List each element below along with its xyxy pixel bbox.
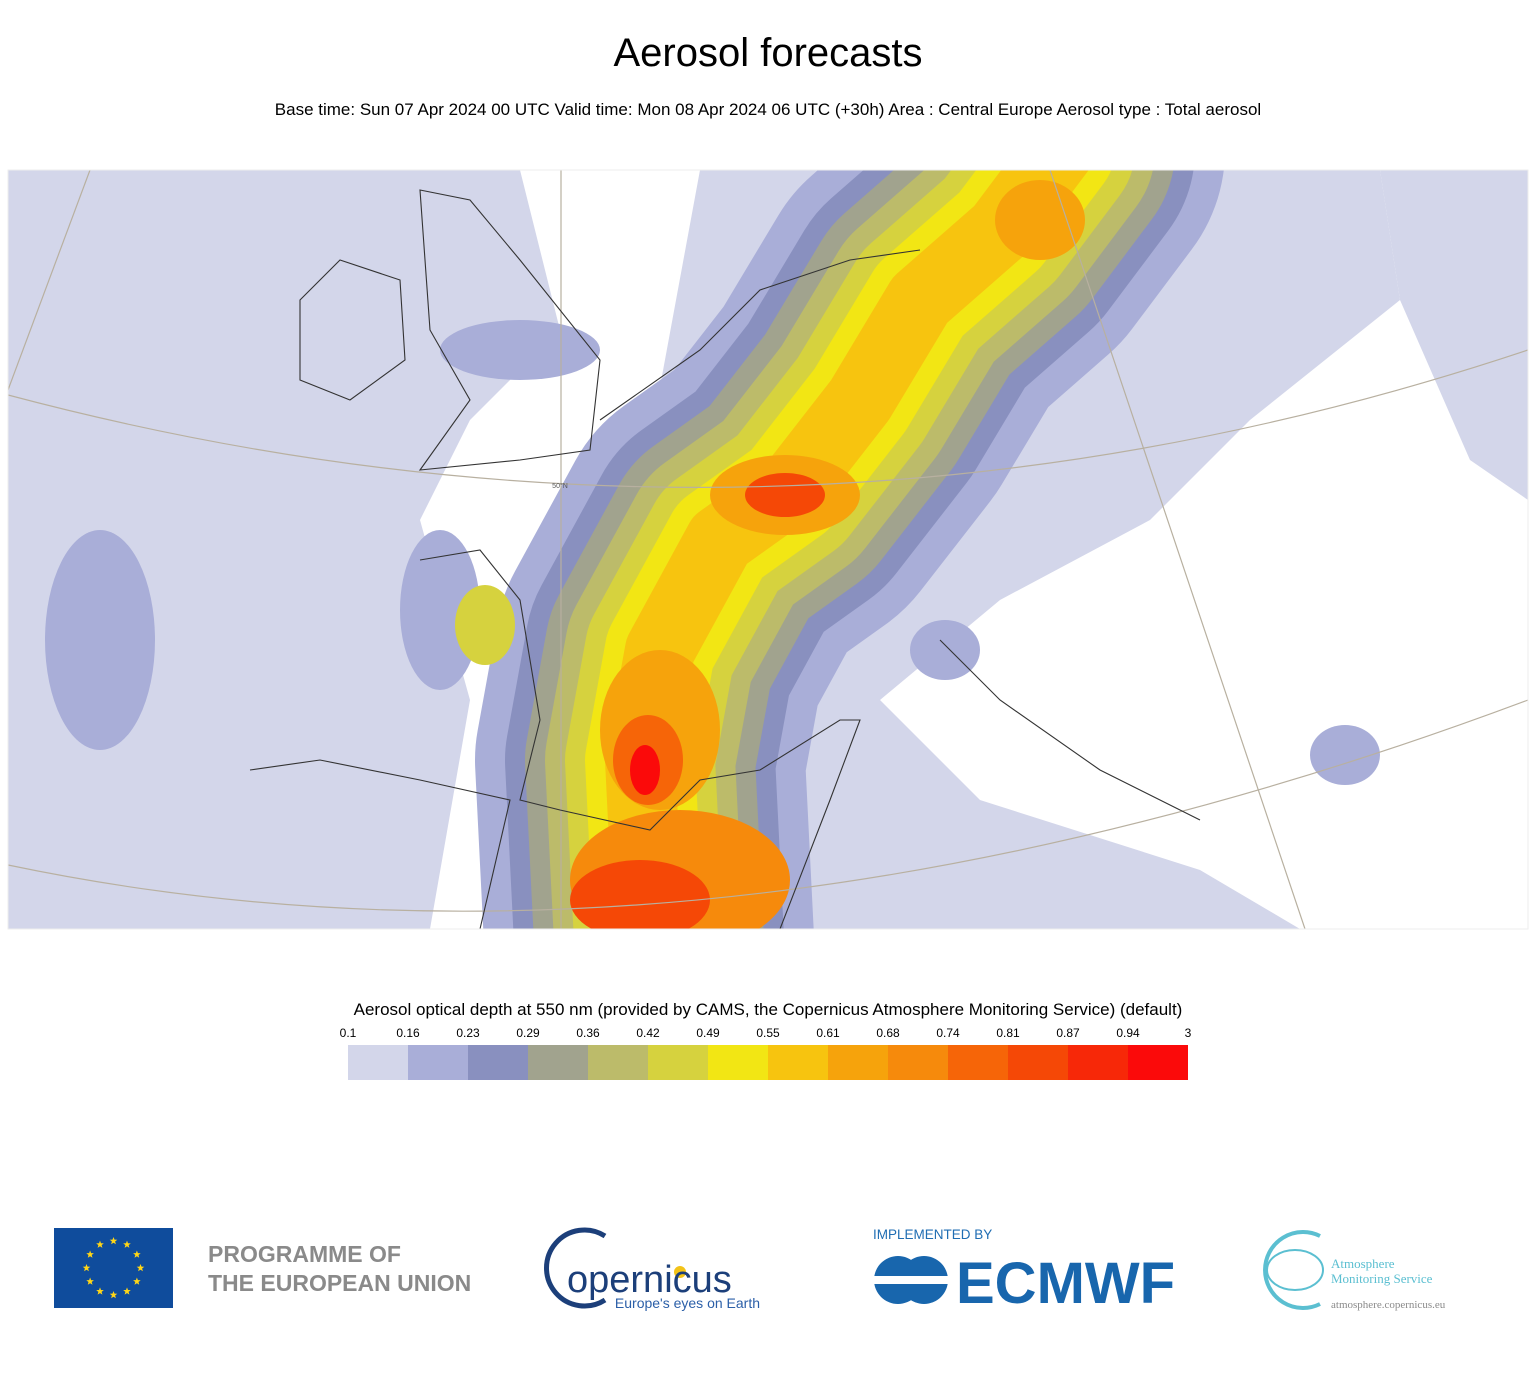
colorbar-tick-label: 3 [1185,1026,1192,1040]
parallel-label: 50°N [552,482,568,490]
colorbar-cell [888,1045,948,1080]
eu-star [133,1277,141,1285]
colorbar-tick-label: 0.94 [1116,1026,1140,1040]
ams-arc [1263,1230,1321,1310]
subtitle: Base time: Sun 07 Apr 2024 00 UTC Valid … [275,100,1261,119]
eu-star [86,1250,94,1258]
map-frame [7,169,1529,930]
field-area [910,620,980,680]
eu-star [136,1264,145,1272]
graticule [8,170,1528,929]
ecmwf-mark [874,1276,948,1284]
copernicus-dot [674,1266,686,1278]
eu-text: PROGRAMME OF [208,1241,401,1267]
eu-star [123,1287,131,1295]
field-area [1310,725,1380,785]
colorbar-cell [828,1045,888,1080]
ams-logo: Atmosphere Monitoring Service atmosphere… [1263,1230,1446,1311]
eu-star [96,1240,104,1248]
ams-url: atmosphere.copernicus.eu [1331,1299,1446,1311]
coastlines [249,189,1201,929]
field-area [400,530,480,690]
ecmwf-logo: IMPLEMENTED BY ECMWF [873,1227,1175,1316]
implemented-by: IMPLEMENTED BY [873,1227,992,1242]
colorbar-cell [768,1045,828,1080]
copernicus-wordmark: opernicus [567,1259,732,1301]
eu-logo: PROGRAMME OF THE EUROPEAN UNION [54,1228,471,1308]
ecmwf-wordmark: ECMWF [956,1251,1175,1316]
field-area [440,320,600,380]
hotspots [455,180,1085,929]
colorbar-cell [408,1045,468,1080]
field-area [995,180,1085,260]
map: 50°N [8,170,1528,929]
colorbar-cell [948,1045,1008,1080]
ams-text: Atmosphere [1331,1256,1395,1271]
colorbar-tick-label: 0.16 [396,1026,420,1040]
copernicus-tagline: Europe's eyes on Earth [615,1295,760,1311]
colorbar-tick-label: 0.61 [816,1026,840,1040]
colorbar-cell [1068,1045,1128,1080]
title: Aerosol forecasts [613,31,922,75]
eu-text: THE EUROPEAN UNION [208,1270,471,1296]
copernicus-arc [544,1227,607,1309]
ams-text: Monitoring Service [1331,1271,1433,1286]
colorbar-cell [1128,1045,1188,1080]
colorbar-tick-label: 0.49 [696,1026,720,1040]
eu-star [109,1237,118,1245]
colorbar-cell [348,1045,408,1080]
colorbar-tick-label: 0.68 [876,1026,900,1040]
eu-star [82,1264,91,1272]
field-area [45,530,155,750]
colorbar-cell [708,1045,768,1080]
field-area [455,585,515,665]
field-area [570,860,710,929]
eu-star [133,1250,141,1258]
colorbar-tick-label: 0.87 [1056,1026,1080,1040]
legend-title: Aerosol optical depth at 550 nm (provide… [354,1000,1183,1019]
copernicus-logo: opernicus Europe's eyes on Earth [544,1227,760,1311]
colorbar-tick-label: 0.55 [756,1026,780,1040]
field-area [745,473,825,517]
colorbar: 0.1 0.16 0.23 0.29 0.36 0.42 0.49 0.55 0.61 0.68 0… [340,1026,1192,1080]
eu-star [86,1277,94,1285]
field-area [1380,170,1528,500]
eu-stars [82,1237,145,1299]
field-area [8,170,560,929]
colorbar-cell [528,1045,588,1080]
colorbar-cell [1008,1045,1068,1080]
eu-star [109,1291,118,1299]
field-area [630,745,660,795]
eu-star [123,1240,131,1248]
colorbar-cell [468,1045,528,1080]
colorbar-tick-label: 0.42 [636,1026,660,1040]
colorbar-cell [648,1045,708,1080]
colorbar-tick-label: 0.29 [516,1026,540,1040]
colorbar-tick-label: 0.74 [936,1026,960,1040]
colorbar-tick-label: 0.81 [996,1026,1020,1040]
colorbar-cell [588,1045,648,1080]
colorbar-tick-label: 0.23 [456,1026,480,1040]
eu-star [96,1287,104,1295]
colorbar-tick-label: 0.36 [576,1026,600,1040]
ams-globe [1266,1249,1324,1291]
colorbar-tick-label: 0.1 [340,1026,357,1040]
